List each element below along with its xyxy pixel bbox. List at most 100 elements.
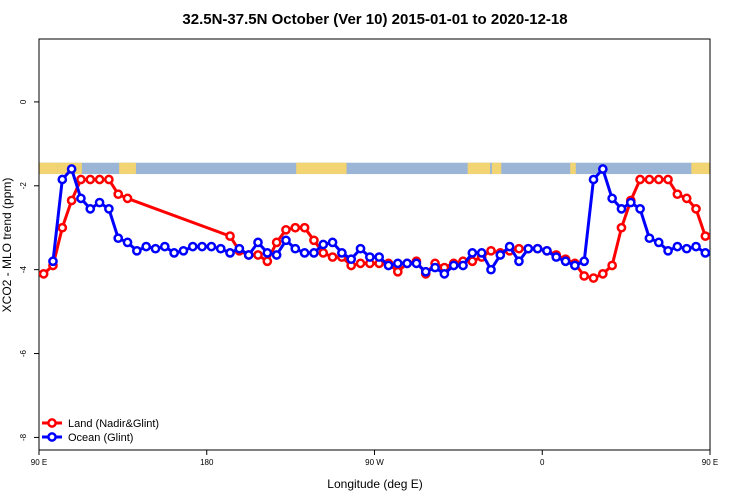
data-point xyxy=(486,264,496,275)
data-point xyxy=(430,262,440,273)
map-land-patch xyxy=(296,162,347,175)
data-point xyxy=(178,245,189,256)
data-point xyxy=(346,254,357,265)
data-point xyxy=(290,243,301,254)
data-point xyxy=(700,231,710,241)
data-point xyxy=(122,193,133,204)
data-point xyxy=(551,252,562,262)
x-axis-label: Longitude (deg E) xyxy=(327,477,422,491)
data-point xyxy=(597,164,608,174)
x-tick-label: 90 E xyxy=(31,458,47,467)
map-strip xyxy=(39,162,710,175)
map-land-patch xyxy=(39,162,58,175)
data-point xyxy=(225,231,235,241)
legend-marker xyxy=(47,418,57,428)
x-tick-label: 180 xyxy=(200,458,214,467)
data-point xyxy=(253,250,263,260)
data-point xyxy=(85,204,96,214)
data-point xyxy=(122,237,133,248)
data-point xyxy=(681,243,692,254)
data-point xyxy=(672,189,683,200)
data-point xyxy=(39,269,49,279)
data-point xyxy=(66,164,77,174)
data-point xyxy=(467,248,478,258)
data-point xyxy=(635,174,645,185)
data-point xyxy=(439,269,450,279)
map-land-patch xyxy=(467,162,491,175)
chart-title: 32.5N-37.5N October (Ver 10) 2015-01-01 … xyxy=(182,11,567,28)
data-point xyxy=(607,193,617,204)
data-point xyxy=(104,174,114,185)
x-tick-label: 0 xyxy=(540,458,545,467)
data-point xyxy=(318,239,329,250)
data-point xyxy=(318,248,329,258)
data-point xyxy=(644,233,655,244)
data-point xyxy=(85,174,96,185)
data-point xyxy=(607,260,617,271)
data-point xyxy=(663,245,673,256)
data-point xyxy=(653,174,664,185)
data-point xyxy=(113,233,124,244)
data-point xyxy=(625,197,636,208)
data-point xyxy=(76,193,86,204)
legend: Land (Nadir&Glint) Ocean (Glint) xyxy=(42,418,159,444)
map-land-patch xyxy=(691,162,710,175)
data-point xyxy=(132,245,142,256)
data-point xyxy=(271,250,282,260)
data-point xyxy=(299,222,310,233)
data-point xyxy=(290,222,301,233)
data-point xyxy=(504,241,515,252)
data-point xyxy=(570,260,580,271)
data-point xyxy=(141,241,152,252)
x-tick-label: 90 W xyxy=(365,458,384,467)
data-point xyxy=(355,258,366,269)
data-point xyxy=(215,243,226,254)
data-point xyxy=(364,252,375,262)
data-point xyxy=(113,189,124,200)
map-ocean-band xyxy=(39,162,710,175)
data-point xyxy=(299,248,310,258)
data-point xyxy=(48,256,58,267)
data-point xyxy=(159,241,170,252)
data-point xyxy=(486,245,496,256)
data-point xyxy=(739,245,746,252)
data-point xyxy=(392,258,403,269)
map-land-patch xyxy=(491,162,502,175)
data-point xyxy=(66,195,77,206)
series-1 xyxy=(48,164,710,279)
data-point xyxy=(234,243,245,254)
y-tick-label: -4 xyxy=(19,266,28,274)
data-point xyxy=(588,174,599,185)
data-point xyxy=(309,248,319,258)
y-tick-label: -2 xyxy=(19,182,28,190)
data-point xyxy=(514,256,524,267)
legend-label: Ocean (Glint) xyxy=(68,432,133,444)
data-point xyxy=(495,250,506,260)
y-tick-label: 0 xyxy=(19,99,28,104)
y-axis: 0 -2 -4 -6 -8 xyxy=(19,99,39,441)
data-point xyxy=(579,256,590,267)
data-point xyxy=(653,237,664,248)
data-point xyxy=(262,256,273,267)
x-axis: 90 E 180 90 W 0 90 E xyxy=(31,450,718,467)
data-point xyxy=(392,266,403,277)
data-point xyxy=(57,222,68,233)
data-point xyxy=(730,243,737,250)
data-point xyxy=(691,241,701,252)
data-point xyxy=(94,197,105,208)
data-point xyxy=(197,241,207,252)
data-point xyxy=(57,174,68,185)
data-point xyxy=(420,266,431,277)
data-point xyxy=(327,237,338,248)
y-axis-label: XCO2 - MLO trend (ppm) xyxy=(0,178,14,313)
data-point xyxy=(169,248,179,258)
plot-frame xyxy=(38,38,711,451)
data-point xyxy=(253,237,263,248)
data-point xyxy=(681,193,692,204)
y-tick-label: -8 xyxy=(19,433,28,441)
data-point xyxy=(709,238,710,242)
data-point xyxy=(76,174,86,185)
data-point xyxy=(206,241,217,252)
data-point xyxy=(635,204,645,214)
